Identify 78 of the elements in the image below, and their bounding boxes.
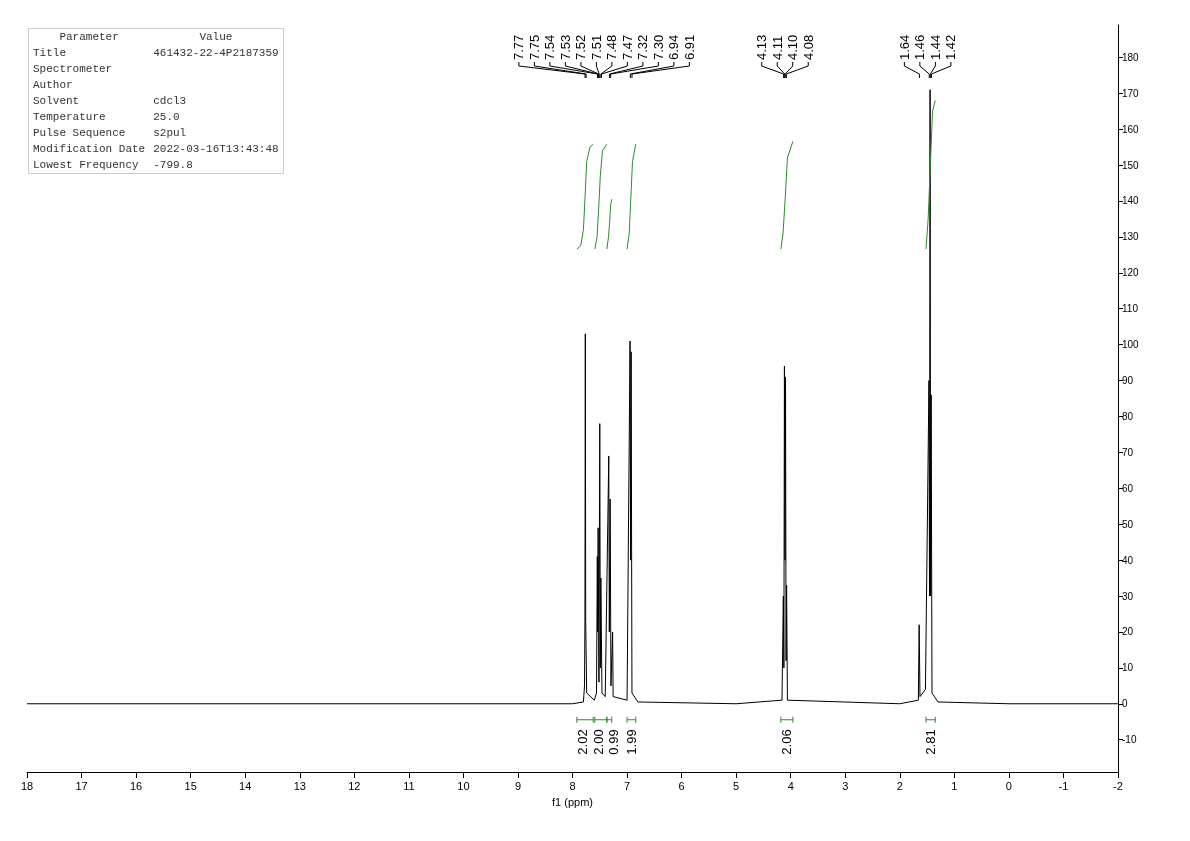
annotation: 1.42 [943, 34, 959, 60]
x-tick-label: 0 [1005, 779, 1012, 792]
y-tick-label: 160 [1122, 123, 1140, 135]
annotation: 7.53 [557, 34, 573, 60]
y-tick-label: 40 [1122, 554, 1134, 566]
annotation: 7.52 [573, 34, 589, 60]
x-tick-label: 7 [623, 779, 631, 792]
y-tick-label: 30 [1122, 590, 1134, 602]
y-tick-label: 70 [1122, 446, 1134, 458]
parameter-table: Parameter Value Title 461432-22-4P2187359 Spectrometer Author Solvent cdcl3 Temperature 25.0 Pulse Sequence s2pul Modification Date 2022-03-16T13:43:48 Lowest Frequency -799.8 [28, 28, 284, 174]
annotation: 4.13 [754, 34, 770, 60]
y-tick-label: 150 [1122, 159, 1140, 171]
annotation: 1.99 [623, 729, 639, 755]
y-tick-label: 0 [1122, 698, 1128, 710]
x-tick-label: 12 [348, 779, 361, 792]
annotation: Spectrometer [32, 62, 114, 77]
x-axis-title: f1 (ppm) [552, 795, 593, 808]
annotation: 2.00 [590, 729, 606, 755]
annotation: 7.75 [526, 34, 542, 60]
annotation: 7.48 [604, 34, 620, 60]
annotation: 7.32 [635, 34, 651, 60]
annotation: 7.54 [542, 34, 558, 60]
line-series [925, 99, 936, 250]
x-tick-label: 15 [184, 779, 197, 792]
x-tick-label: 6 [678, 779, 685, 792]
line-series [594, 143, 608, 250]
x-tick-label: 14 [239, 779, 252, 792]
annotation: Author [32, 78, 74, 93]
annotation: 4.10 [785, 34, 801, 60]
y-tick-label: 170 [1122, 87, 1140, 99]
y-tick-label: 180 [1122, 51, 1140, 63]
x-tick-label: 5 [733, 779, 740, 792]
x-tick-label: 13 [293, 779, 306, 792]
line-series [606, 198, 613, 250]
x-tick-label: 4 [787, 779, 794, 792]
annotation: 7.77 [511, 34, 527, 60]
annotation: 6.91 [681, 34, 697, 60]
x-tick-label: 1 [951, 779, 958, 792]
y-tick-label: 100 [1122, 339, 1140, 351]
line-series [576, 143, 594, 250]
x-tick-label: 3 [842, 779, 849, 792]
annotation: 7.47 [619, 34, 635, 60]
annotation: 2.06 [779, 729, 795, 755]
x-tick-label: 18 [20, 779, 34, 792]
y-tick-label: 130 [1122, 231, 1140, 243]
annotation: 6.94 [666, 34, 682, 60]
y-tick-label: 80 [1122, 410, 1134, 422]
y-tick-label: 60 [1122, 482, 1134, 494]
x-tick-label: -1 [1058, 779, 1069, 792]
annotation: 2.81 [923, 729, 939, 755]
annotation: 7.30 [650, 34, 666, 60]
y-tick-label: 140 [1122, 195, 1140, 207]
annotation: 1.44 [927, 34, 943, 60]
x-tick-label: 2 [896, 779, 903, 792]
annotation: 0.99 [606, 729, 622, 755]
annotation: 4.08 [800, 34, 816, 60]
x-tick-label: 16 [129, 779, 143, 792]
annotation: 1.46 [912, 34, 928, 60]
y-tick-label: 50 [1122, 518, 1134, 530]
y-tick-label: 20 [1122, 626, 1134, 638]
y-tick-label: 90 [1122, 375, 1134, 387]
annotation: 4.11 [769, 35, 785, 60]
y-tick-label: 110 [1122, 303, 1139, 315]
line-series [626, 143, 637, 250]
y-tick-label: 10 [1122, 662, 1134, 674]
line-series [780, 140, 794, 250]
annotation: 2.02 [575, 729, 591, 755]
x-tick-label: 9 [514, 779, 522, 792]
annotation: Modification Date 2022-03-16T13:43:48 [32, 142, 280, 157]
x-tick-label: 8 [569, 779, 576, 792]
x-tick-label: -2 [1113, 779, 1123, 792]
x-tick-label: 10 [457, 779, 470, 792]
y-tick-label: 120 [1122, 267, 1140, 279]
annotation: 7.51 [588, 34, 604, 60]
x-tick-label: 17 [75, 779, 88, 792]
y-tick-label: -10 [1122, 734, 1137, 746]
x-tick-label: 11 [403, 779, 415, 792]
annotation: 1.64 [896, 34, 912, 60]
